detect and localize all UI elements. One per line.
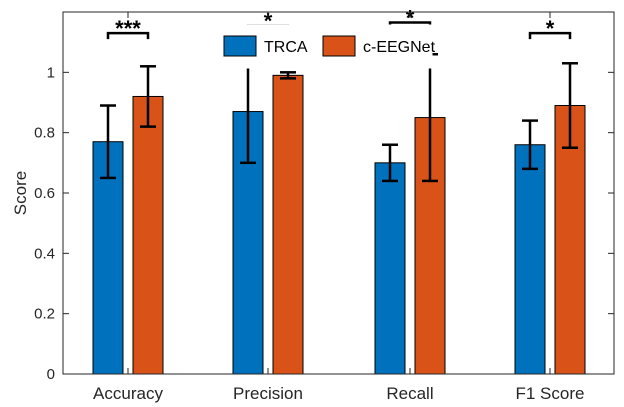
legend-swatch-trca (223, 35, 257, 57)
bar-c-eegnet-precision (272, 74, 304, 375)
legend-label-ceegnet: c-EEGNet (363, 39, 436, 56)
y-tick-label: 0 (47, 366, 55, 383)
legend-label-trca: TRCA (264, 39, 308, 56)
significance-label-f1-score: * (546, 16, 555, 41)
x-tick-label: Recall (386, 384, 433, 403)
significance-label-recall: * (406, 6, 415, 31)
y-tick-label: 0.2 (34, 306, 55, 323)
axes-layer: 0 0.2 0.4 0.6 0.8 1 Accuracy Precision Recall F1 … (34, 12, 614, 403)
legend-swatch-ceegnet (322, 35, 356, 57)
bar-c-eegnet-f1-score (554, 105, 586, 375)
significance-label-accuracy: *** (115, 16, 141, 41)
x-tick-label: Accuracy (93, 384, 163, 403)
bar-c-eegnet-accuracy (132, 95, 164, 375)
y-tick-label: 0.4 (34, 245, 55, 262)
significance-layer: *** * * * (106, 6, 572, 41)
significance-label-precision: * (264, 9, 273, 34)
bars-layer (92, 74, 586, 375)
significance-bracket-accuracy (106, 31, 150, 40)
bar-trca-f1-score (514, 144, 546, 375)
x-tick-label: Precision (233, 384, 303, 403)
x-tick-label: F1 Score (516, 384, 585, 403)
bar-trca-recall (374, 162, 406, 375)
error-bars-layer (100, 52, 578, 183)
significance-bracket-f1-score (528, 31, 572, 40)
bar-trca-accuracy (92, 141, 124, 375)
y-tick-label: 1 (47, 64, 55, 81)
y-tick-label: 0.6 (34, 185, 55, 202)
y-tick-label: 0.8 (34, 125, 55, 142)
y-axis-title: Score (11, 171, 30, 215)
legend: TRCA c-EEGNet (215, 24, 436, 69)
